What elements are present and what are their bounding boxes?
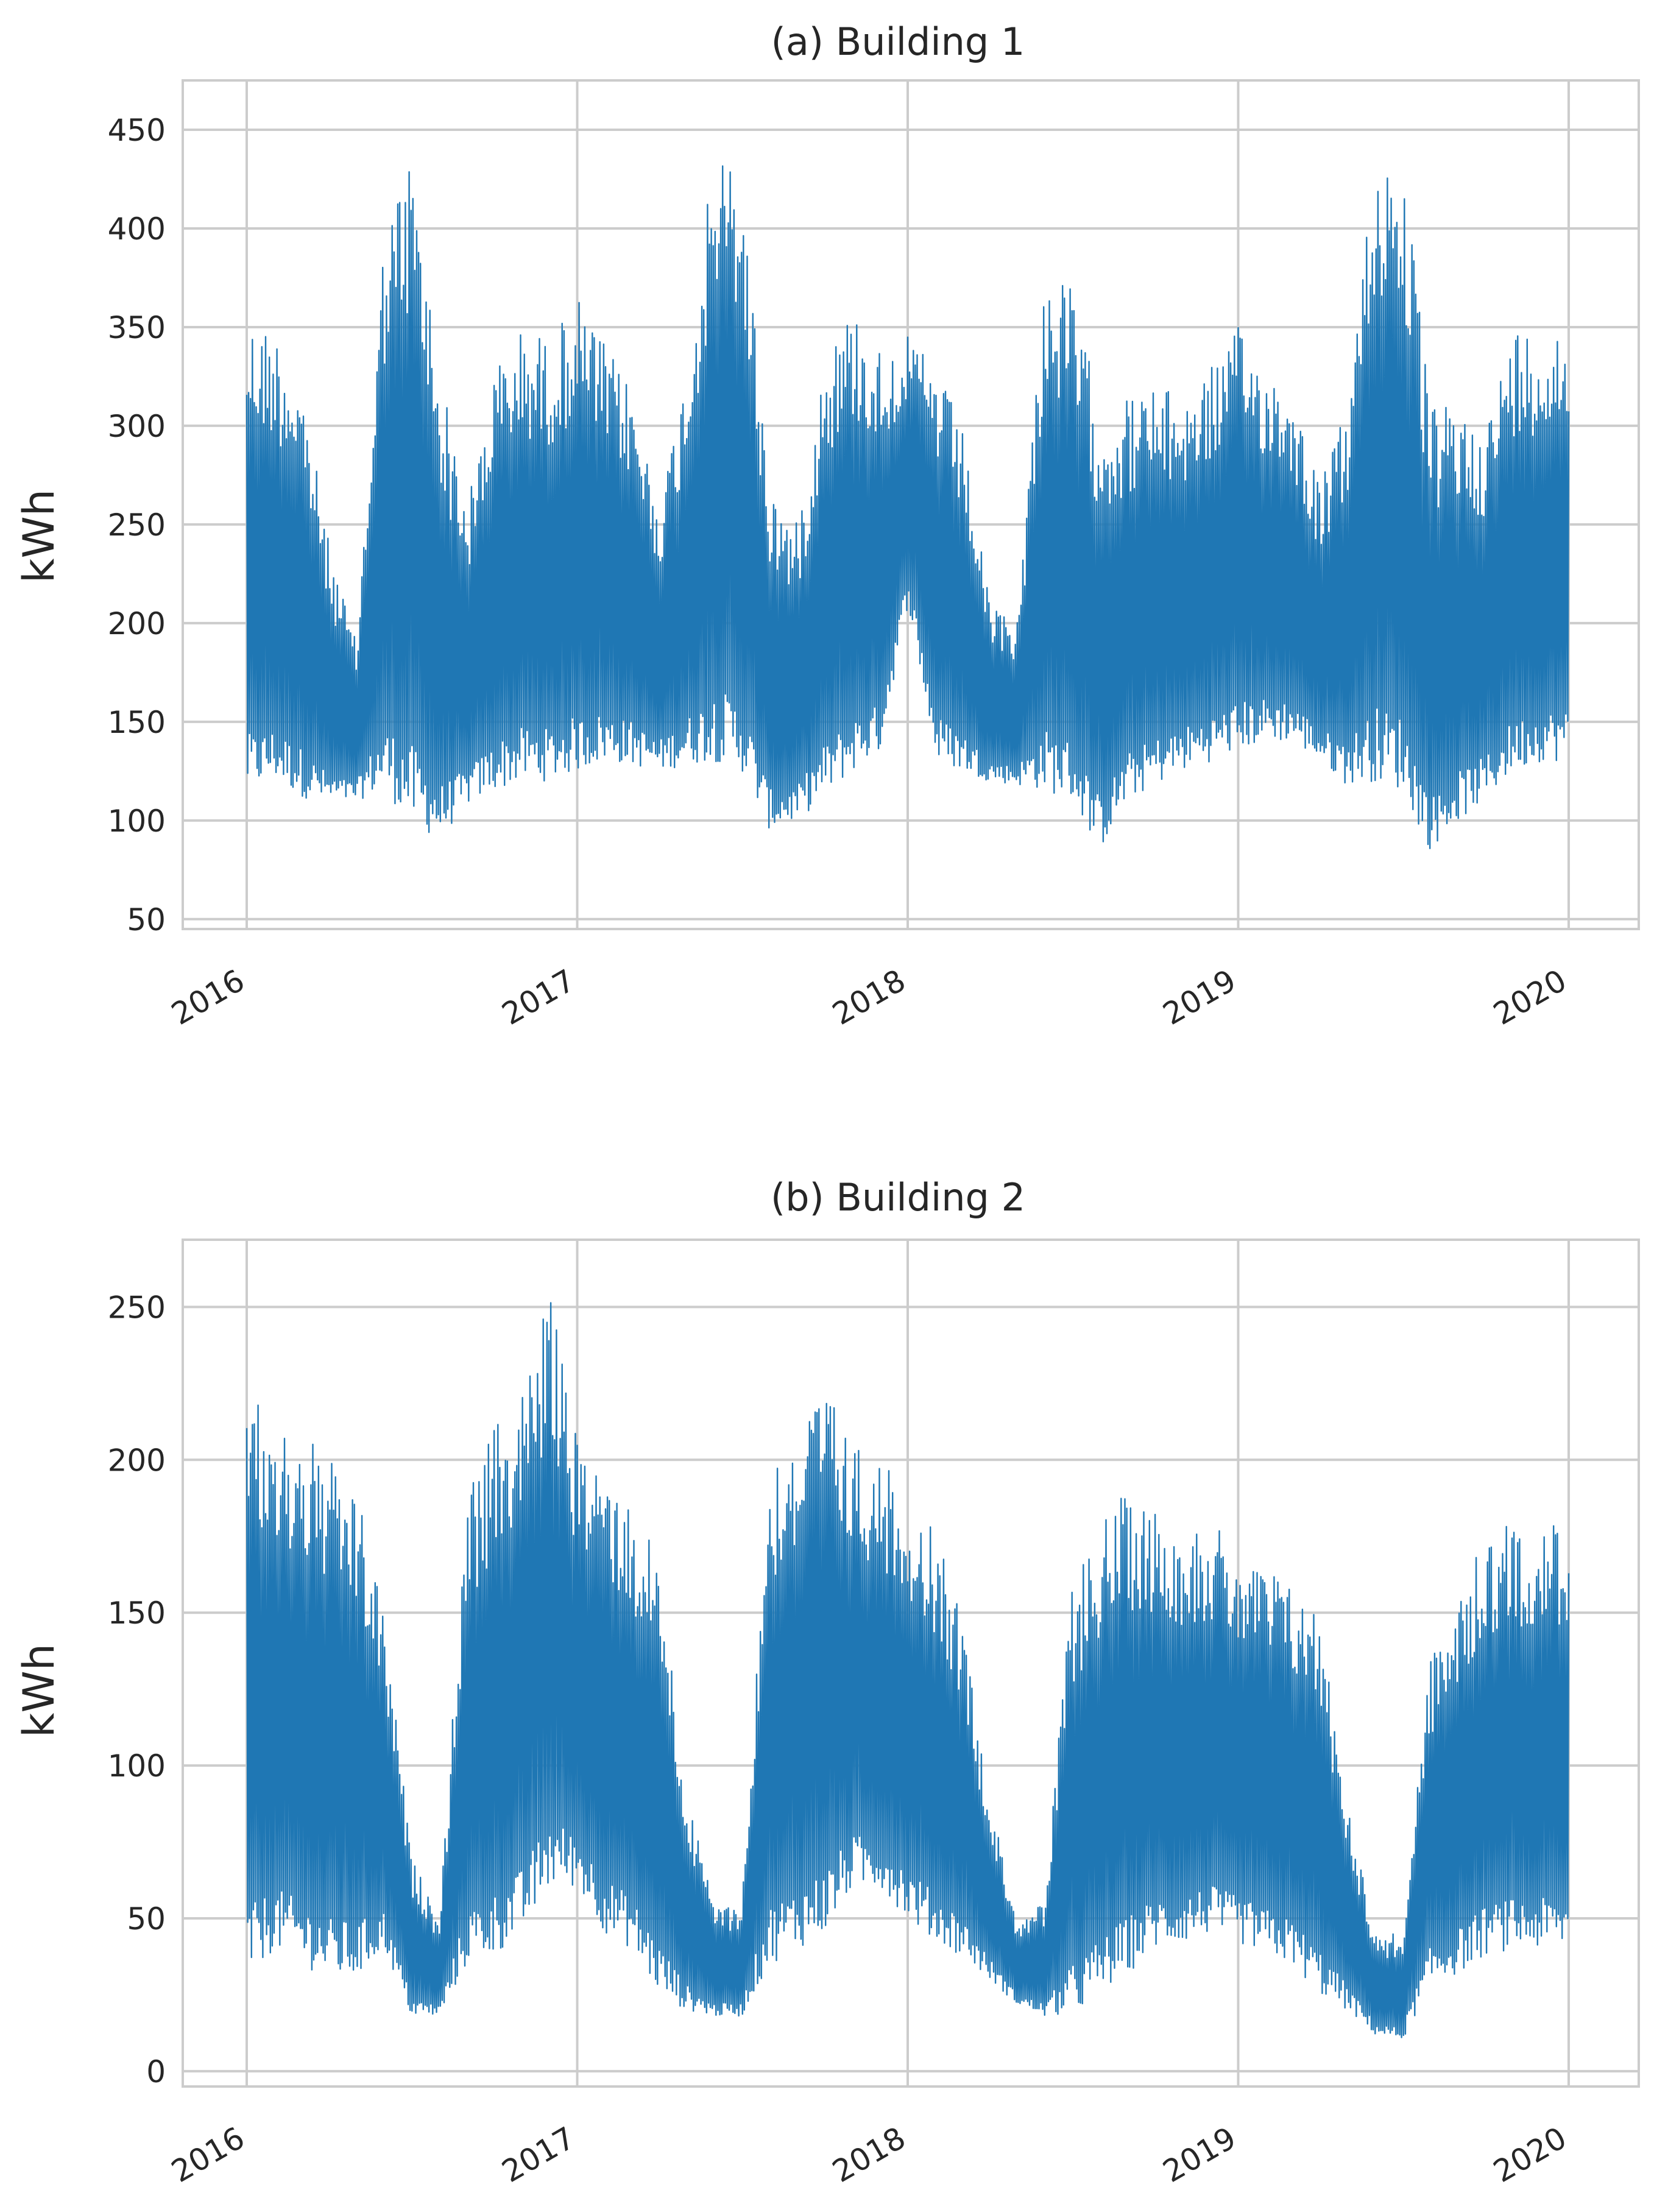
chart-a-series-line	[246, 165, 1570, 849]
y-tick-label: 450	[108, 113, 166, 148]
chart-b-xticks: 2016 2017 2018 2019 2020	[166, 2120, 1572, 2189]
chart-b-ylabel: kWh	[14, 1644, 64, 1737]
y-tick-label: 50	[127, 1901, 166, 1937]
y-tick-label: 250	[108, 507, 166, 543]
x-tick-label: 2017	[496, 2120, 581, 2189]
chart-a-ylabel: kWh	[14, 489, 64, 583]
y-tick-label: 100	[108, 1748, 166, 1784]
chart-a-frame	[182, 79, 1640, 930]
x-tick-label: 2016	[166, 2120, 250, 2189]
x-tick-label: 2018	[827, 963, 911, 1032]
chart-b-series-line	[246, 1302, 1570, 2038]
x-tick-label: 2020	[1488, 2120, 1572, 2189]
chart-a-yticks: 50 100 150 200 250 300 350 400 450	[108, 113, 166, 938]
x-tick-label: 2019	[1157, 963, 1242, 1032]
x-tick-label: 2018	[827, 2120, 911, 2189]
y-tick-label: 300	[108, 409, 166, 444]
x-tick-label: 2016	[166, 963, 250, 1032]
y-tick-label: 150	[108, 1595, 166, 1631]
y-tick-label: 400	[108, 211, 166, 247]
chart-b-title: (b) Building 2	[771, 1175, 1025, 1220]
y-tick-label: 250	[108, 1290, 166, 1325]
y-tick-label: 200	[108, 606, 166, 641]
y-tick-label: 350	[108, 310, 166, 345]
x-tick-label: 2019	[1157, 2120, 1242, 2189]
y-tick-label: 100	[108, 804, 166, 839]
y-tick-label: 200	[108, 1443, 166, 1478]
panel-a: (a) Building 1 kWh 50 100 150 200 250 300 350 4…	[14, 19, 1640, 1032]
chart-a-xticks: 2016 2017 2018 2019 2020	[166, 963, 1572, 1032]
x-tick-label: 2020	[1488, 963, 1572, 1032]
chart-a-title: (a) Building 1	[771, 19, 1025, 64]
chart-b-frame	[182, 1239, 1640, 2088]
y-tick-label: 0	[146, 2054, 166, 2090]
chart-b-yticks: 0 50 100 150 200 250	[108, 1290, 166, 2090]
x-tick-label: 2017	[496, 963, 581, 1032]
y-tick-label: 50	[127, 902, 166, 938]
y-tick-label: 150	[108, 705, 166, 740]
